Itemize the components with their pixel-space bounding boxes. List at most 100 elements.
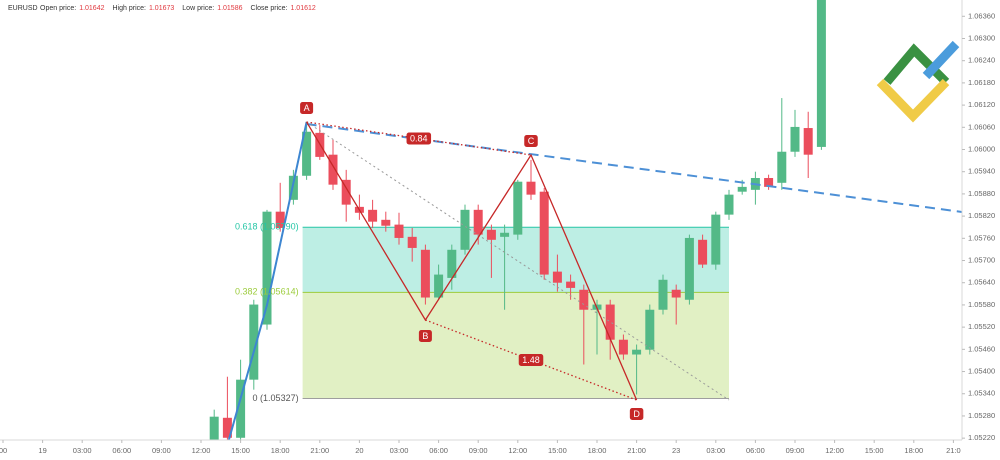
x-tick-label: 06:00 (429, 446, 448, 455)
candle-body (684, 237, 694, 300)
stat-label: Open price: (40, 5, 76, 12)
candle-body (302, 131, 312, 176)
candle-body (513, 181, 523, 235)
pattern-ratio-label: 1.48 (522, 355, 540, 365)
x-tick-label: 18:00 (904, 446, 923, 455)
candle-body (658, 279, 668, 310)
y-tick-label: 1.06060 (968, 122, 995, 131)
x-tick-label: 00 (0, 446, 7, 455)
y-tick-label: 1.05460 (968, 344, 995, 353)
candle-body (764, 177, 774, 187)
fib-zones (302, 226, 729, 400)
diagonal-dotted-line (306, 121, 730, 401)
pattern-ratio-label-bg (406, 132, 432, 145)
x-tick-label: 03:00 (73, 446, 92, 455)
candle-body (249, 304, 259, 380)
stat-value: 1.01612 (290, 5, 315, 12)
candle-body (632, 349, 642, 355)
fib-zone (302, 292, 729, 399)
y-tick-label: 1.05880 (968, 189, 995, 198)
logo (876, 40, 960, 123)
x-tick-label: 15:00 (865, 446, 884, 455)
x-tick-label: 21:00 (310, 446, 329, 455)
candle-body (328, 154, 338, 185)
pattern-point-label: C (528, 136, 535, 146)
candle-body (460, 209, 470, 250)
x-tick-label: 20 (355, 446, 363, 455)
pattern-point-label: A (304, 103, 310, 113)
stat-label: Low price: (182, 5, 214, 12)
pattern-point-label-bg (300, 102, 314, 114)
candle-body (368, 209, 378, 222)
header: EURUSD Open price: 1.01642 High price: 1.01… (8, 5, 316, 12)
x-tick-label: 19 (38, 446, 46, 455)
candle-body (209, 416, 219, 440)
candle-body (737, 186, 747, 192)
x-tick-label: 21:0 (946, 446, 961, 455)
x-tick-label: 06:00 (112, 446, 131, 455)
trend-dashed-line (306, 123, 962, 213)
candle-body (579, 289, 589, 310)
candle-body (500, 232, 510, 237)
y-tick-label: 1.05280 (968, 411, 995, 420)
x-tick-label: 18:00 (271, 446, 290, 455)
x-tick-label: 09:00 (786, 446, 805, 455)
y-tick-label: 1.05940 (968, 167, 995, 176)
candle-body (381, 219, 391, 226)
candle-body (526, 181, 536, 195)
candles (209, 0, 826, 440)
pattern-ratio-label-bg (518, 354, 544, 366)
x-tick-label: 15:00 (231, 446, 250, 455)
y-tick-label: 1.06180 (968, 78, 995, 87)
candle-body (777, 151, 787, 183)
candle-body (790, 126, 800, 152)
y-tick-label: 1.05700 (968, 256, 995, 265)
candle-body (698, 239, 708, 265)
candle-body (724, 194, 734, 215)
candle-body (275, 211, 285, 228)
logo-blue (922, 40, 960, 80)
candle-body (816, 0, 826, 147)
x-tick-label: 09:00 (152, 446, 171, 455)
fib-level-label: 0 (1.05327) (253, 393, 299, 403)
logo-yellow (876, 78, 950, 123)
y-tick-label: 1.06000 (968, 144, 995, 153)
candle-body (288, 175, 298, 200)
stat-label: Close price: (251, 5, 288, 12)
candle-body (605, 304, 615, 340)
axes: 1.05220 1.05280 1.05340 1.05400 1.05460 1.055… (0, 11, 995, 455)
y-tick-label: 1.06300 (968, 33, 995, 42)
trend-up-line (227, 121, 308, 440)
y-tick-label: 1.05820 (968, 211, 995, 220)
candle-body (486, 229, 496, 240)
candle-body (473, 209, 483, 235)
candle-body (539, 191, 549, 275)
pattern-point-label-bg (418, 330, 432, 342)
stat-value: 1.01586 (217, 5, 242, 12)
x-tick-label: 15:00 (548, 446, 567, 455)
fib-level-label: 0.618 (1.05790) (235, 222, 299, 232)
y-tick-label: 1.06360 (968, 11, 995, 20)
candle-body (552, 271, 562, 283)
candle-body (618, 339, 628, 355)
candle-body (407, 236, 417, 248)
pattern-point-label-bg (524, 135, 538, 147)
y-tick-label: 1.05220 (968, 433, 995, 442)
candle-body (236, 379, 246, 438)
x-tick-label: 09:00 (469, 446, 488, 455)
candle-body (447, 249, 457, 278)
symbol: EURUSD (8, 5, 38, 12)
y-tick-label: 1.05640 (968, 278, 995, 287)
stat-value: 1.01673 (149, 5, 174, 12)
candle-body (262, 211, 272, 325)
pattern-point-label-bg (629, 408, 644, 420)
candle-body (671, 289, 681, 298)
x-tick-label: 03:00 (706, 446, 725, 455)
candle-body (222, 417, 232, 438)
y-tick-label: 1.06240 (968, 56, 995, 65)
candle-body (341, 179, 351, 205)
x-tick-label: 06:00 (746, 446, 765, 455)
candle-body (566, 281, 576, 288)
pattern-ratio-label: 0.84 (410, 133, 428, 143)
